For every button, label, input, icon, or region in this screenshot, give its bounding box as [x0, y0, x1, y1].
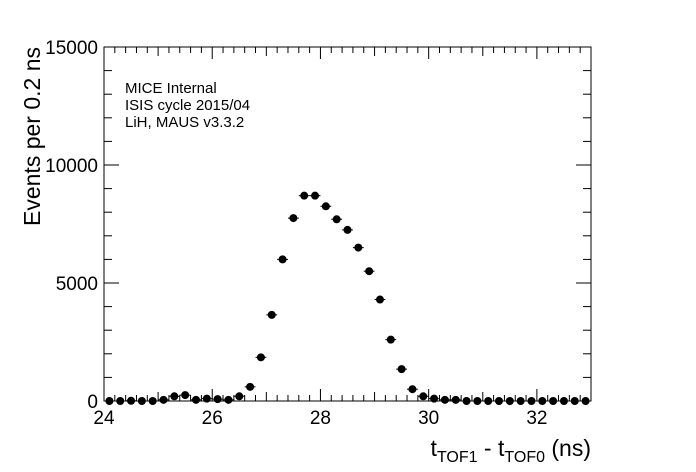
y-tick-label: 0: [87, 392, 98, 413]
data-point: [365, 267, 374, 276]
data-point: [148, 397, 157, 405]
data-point: [289, 214, 298, 223]
y-axis-title: Events per 0.2 ns: [19, 47, 45, 226]
x-tick-label: 28: [310, 408, 331, 429]
data-point: [559, 397, 568, 405]
data-point: [386, 335, 395, 344]
data-point: [278, 255, 287, 264]
y-axis-tick-labels: 0 5000 10000 15000: [45, 38, 98, 413]
x-tick-label: 24: [93, 408, 115, 429]
data-point: [267, 310, 276, 319]
x-axis-title-mid: - t: [478, 435, 505, 461]
annotation-block: MICE Internal ISIS cycle 2015/04 LiH, MA…: [125, 80, 250, 131]
data-point: [105, 397, 114, 405]
data-point: [191, 395, 200, 404]
y-tick-label: 15000: [45, 38, 98, 59]
annotation-line-2: ISIS cycle 2015/04: [125, 97, 250, 114]
data-point: [505, 397, 514, 405]
plot-frame: [103, 46, 592, 402]
y-tick-label: 10000: [45, 156, 98, 177]
data-point: [430, 394, 439, 403]
data-point: [484, 397, 493, 405]
data-point: [549, 397, 558, 405]
x-axis-ticks: [103, 47, 592, 401]
data-point: [419, 392, 428, 401]
data-point: [516, 397, 525, 405]
data-point: [495, 397, 504, 405]
data-point: [343, 225, 352, 234]
x-axis-title-main: t: [431, 435, 438, 461]
annotation-line-3: LiH, MAUS v3.3.2: [125, 114, 244, 131]
y-tick-label: 5000: [56, 274, 98, 295]
data-point: [159, 395, 168, 404]
x-axis-title-sub1: TOF1: [437, 449, 478, 466]
data-point: [462, 397, 471, 405]
data-point: [137, 397, 146, 405]
data-point: [246, 382, 255, 391]
data-point: [300, 191, 309, 200]
data-point: [527, 397, 536, 405]
data-points: [104, 191, 591, 405]
x-tick-label: 32: [526, 408, 547, 429]
data-point: [170, 392, 179, 401]
data-point: [473, 397, 482, 405]
data-point: [321, 202, 330, 211]
data-point: [538, 397, 547, 405]
data-point: [116, 397, 125, 405]
data-point: [581, 397, 590, 405]
data-point: [127, 396, 136, 405]
annotation-line-1: MICE Internal: [125, 80, 217, 97]
data-point: [332, 215, 341, 224]
x-axis-title-unit: (ns): [545, 435, 591, 461]
x-axis-tick-labels: 24 26 28 30 32: [93, 408, 547, 429]
x-axis-title-sub2: TOF0: [504, 449, 545, 466]
x-axis-title: tTOF1 - tTOF0 (ns): [431, 435, 591, 466]
data-point: [408, 385, 417, 394]
data-point: [440, 395, 449, 404]
data-point: [235, 392, 244, 401]
data-point: [256, 353, 265, 362]
data-point: [570, 397, 579, 405]
x-tick-label: 30: [418, 408, 439, 429]
data-point: [224, 395, 233, 404]
data-point: [311, 191, 320, 200]
data-point: [375, 295, 384, 304]
data-point: [397, 365, 406, 374]
data-point: [354, 243, 363, 252]
x-tick-label: 26: [202, 408, 223, 429]
data-point: [451, 395, 460, 404]
data-point: [213, 395, 222, 404]
data-point: [181, 391, 190, 400]
data-point: [202, 394, 211, 403]
